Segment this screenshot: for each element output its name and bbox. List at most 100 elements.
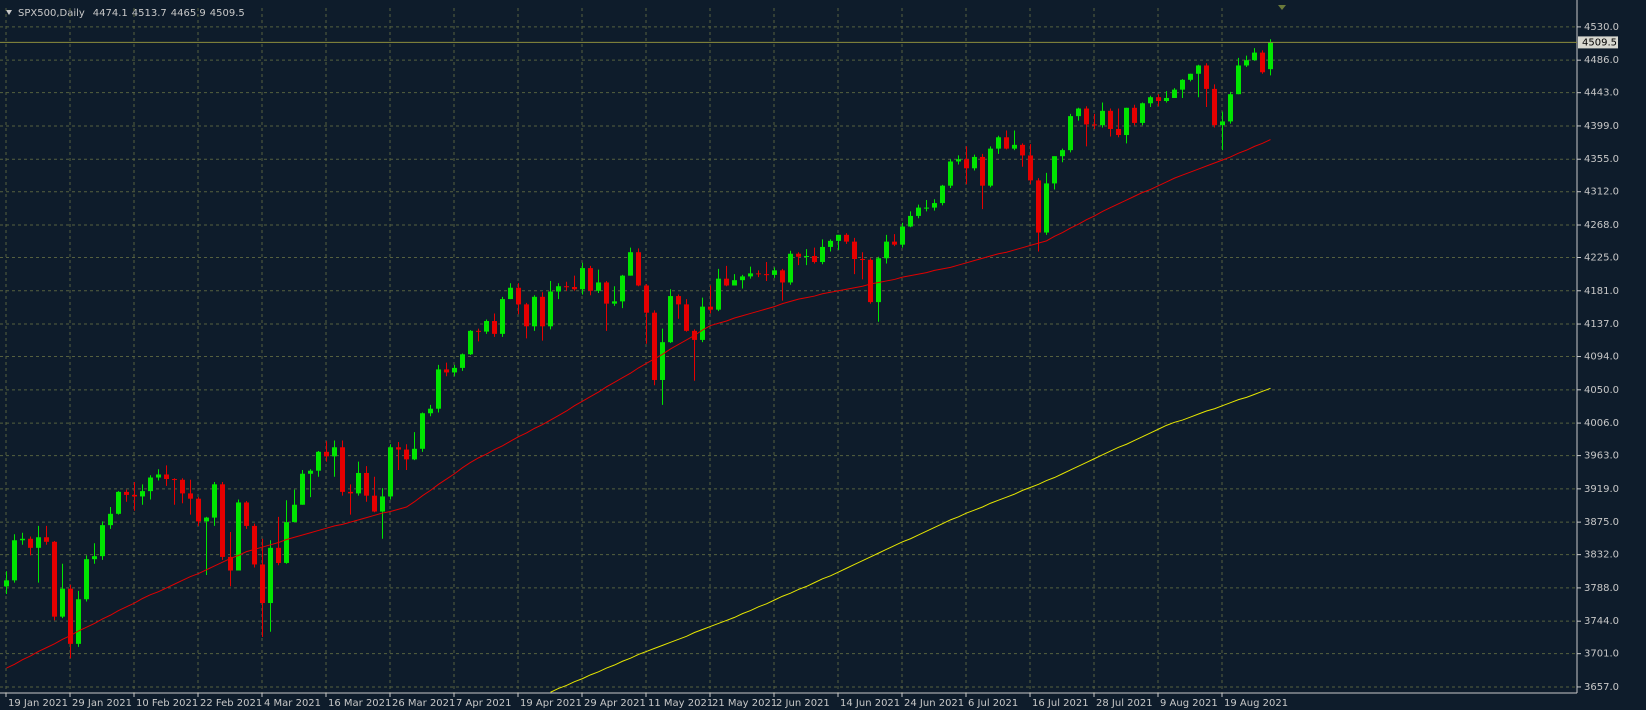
candle-body [356, 472, 361, 494]
y-tick-label: 3832.0 [1584, 550, 1619, 561]
candle-body [804, 255, 809, 257]
candle-body [668, 296, 673, 343]
x-tick-label: 11 May 2021 [648, 698, 713, 709]
candle-body [492, 321, 497, 334]
candle-body [148, 477, 153, 492]
x-tick-label: 19 Aug 2021 [1224, 698, 1288, 709]
candle-body [660, 342, 665, 380]
candle-body [292, 504, 297, 523]
candle-body [1076, 108, 1081, 117]
price-label: 4509.5 [1582, 37, 1617, 48]
candle-body [28, 538, 33, 548]
header-high: 4513.7 [132, 8, 167, 19]
candle-body [1092, 124, 1097, 126]
candle-body [812, 255, 817, 263]
candle-body [1020, 144, 1025, 156]
candle-body [500, 299, 505, 334]
candle-body [276, 547, 281, 563]
candle-body [1012, 144, 1017, 149]
header-close: 4509.5 [210, 8, 245, 19]
candle-body [508, 287, 513, 300]
candle-body [764, 274, 769, 276]
y-tick-label: 4355.0 [1584, 154, 1619, 165]
y-tick-label: 3701.0 [1584, 649, 1619, 660]
candle-body [700, 306, 705, 340]
candle-body [308, 470, 313, 474]
candle-body [92, 556, 97, 560]
candle-body [900, 226, 905, 245]
candle-body [1260, 52, 1265, 73]
candle-body [996, 137, 1001, 149]
candle-body [652, 312, 657, 380]
x-tick-label: 6 Jul 2021 [968, 698, 1018, 709]
menu-arrow[interactable] [6, 10, 12, 15]
chart-header: SPX500,Daily 4474.1 4513.7 4465.9 4509.5 [18, 8, 245, 19]
y-tick-label: 3744.0 [1584, 616, 1619, 627]
candle-body [1132, 107, 1137, 123]
candle-body [732, 280, 737, 286]
candle-body [172, 479, 177, 481]
candle-body [724, 278, 729, 286]
candle-body [844, 234, 849, 242]
y-tick-label: 4094.0 [1584, 352, 1619, 363]
candle-body [572, 286, 577, 290]
candle-body [1148, 97, 1153, 104]
candle-body [644, 285, 649, 313]
candle-body [620, 275, 625, 302]
candle-body [1124, 107, 1129, 136]
candle-body [388, 447, 393, 497]
y-tick-label: 4268.0 [1584, 220, 1619, 231]
candle-body [132, 494, 137, 497]
candle-body [852, 241, 857, 260]
x-tick-label: 24 Jun 2021 [904, 698, 964, 709]
y-tick-label: 4399.0 [1584, 121, 1619, 132]
candle-body [1180, 79, 1185, 90]
x-tick-label: 2 Jun 2021 [776, 698, 830, 709]
candle-body [372, 495, 377, 512]
x-tick-label: 14 Jun 2021 [840, 698, 900, 709]
candle-body [20, 538, 25, 541]
candle-body [820, 246, 825, 263]
candle-body [564, 286, 569, 288]
candle-body [596, 282, 601, 291]
candle-body [940, 185, 945, 204]
y-tick-label: 4225.0 [1584, 253, 1619, 264]
candle-body [180, 479, 185, 494]
candle-body [428, 408, 433, 414]
y-tick-label: 3657.0 [1584, 682, 1619, 693]
candle-body [268, 547, 273, 604]
candle-body [444, 369, 449, 373]
candle-body [84, 559, 89, 600]
x-tick-label: 21 May 2021 [712, 698, 777, 709]
candle-body [196, 498, 201, 522]
y-tick-label: 4443.0 [1584, 88, 1619, 99]
candle-body [1004, 137, 1009, 149]
candle-body [252, 525, 257, 565]
candle-body [796, 253, 801, 257]
candle-body [476, 330, 481, 332]
candle-body [636, 252, 641, 286]
candle-body [780, 270, 785, 283]
x-tick-label: 19 Apr 2021 [520, 698, 582, 709]
candle-body [788, 253, 793, 283]
candle-body [868, 259, 873, 303]
candle-body [1108, 110, 1113, 129]
x-tick-label: 16 Jul 2021 [1032, 698, 1089, 709]
candle-body [1204, 65, 1209, 89]
y-tick-label: 3919.0 [1584, 484, 1619, 495]
candle-body [548, 291, 553, 327]
x-tick-label: 29 Apr 2021 [584, 698, 646, 709]
candle-body [236, 502, 241, 571]
candle-body [44, 537, 49, 542]
x-tick-label: 16 Mar 2021 [328, 698, 391, 709]
candle-body [212, 484, 217, 518]
chart-title: SPX500,Daily [18, 8, 85, 19]
candle-body [972, 156, 977, 169]
candle-body [1196, 65, 1201, 74]
candle-body [188, 493, 193, 499]
candle-body [76, 599, 81, 644]
candle-body [348, 491, 353, 494]
candle-body [580, 268, 585, 290]
candle-body [676, 296, 681, 305]
